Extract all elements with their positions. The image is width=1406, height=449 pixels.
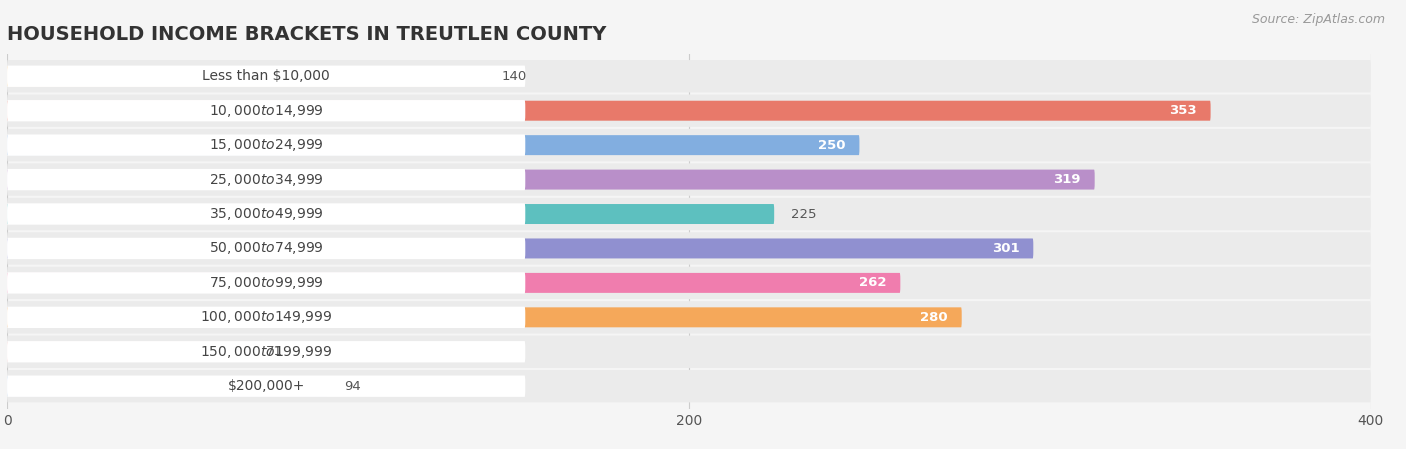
FancyBboxPatch shape xyxy=(7,342,249,362)
Text: 94: 94 xyxy=(344,380,361,393)
FancyBboxPatch shape xyxy=(7,301,1371,334)
FancyBboxPatch shape xyxy=(7,238,1033,259)
FancyBboxPatch shape xyxy=(7,198,1371,230)
Text: 225: 225 xyxy=(792,207,817,220)
Text: $10,000 to $14,999: $10,000 to $14,999 xyxy=(208,103,323,119)
FancyBboxPatch shape xyxy=(7,273,900,293)
FancyBboxPatch shape xyxy=(7,66,484,86)
FancyBboxPatch shape xyxy=(7,376,328,396)
Text: HOUSEHOLD INCOME BRACKETS IN TREUTLEN COUNTY: HOUSEHOLD INCOME BRACKETS IN TREUTLEN CO… xyxy=(7,25,606,44)
Text: Less than $10,000: Less than $10,000 xyxy=(202,69,330,83)
FancyBboxPatch shape xyxy=(7,375,526,397)
Text: $100,000 to $149,999: $100,000 to $149,999 xyxy=(200,309,332,326)
FancyBboxPatch shape xyxy=(7,163,1371,196)
FancyBboxPatch shape xyxy=(7,370,1371,402)
Text: $25,000 to $34,999: $25,000 to $34,999 xyxy=(208,172,323,188)
FancyBboxPatch shape xyxy=(7,100,526,121)
Text: $75,000 to $99,999: $75,000 to $99,999 xyxy=(208,275,323,291)
Text: 250: 250 xyxy=(818,139,846,152)
FancyBboxPatch shape xyxy=(7,204,775,224)
Text: 319: 319 xyxy=(1053,173,1081,186)
FancyBboxPatch shape xyxy=(7,308,962,327)
FancyBboxPatch shape xyxy=(7,238,526,259)
Text: 71: 71 xyxy=(266,345,283,358)
FancyBboxPatch shape xyxy=(7,272,526,294)
FancyBboxPatch shape xyxy=(7,267,1371,299)
FancyBboxPatch shape xyxy=(7,101,1211,121)
Text: $150,000 to $199,999: $150,000 to $199,999 xyxy=(200,344,332,360)
FancyBboxPatch shape xyxy=(7,341,526,362)
FancyBboxPatch shape xyxy=(7,60,1371,92)
FancyBboxPatch shape xyxy=(7,307,526,328)
Text: $15,000 to $24,999: $15,000 to $24,999 xyxy=(208,137,323,153)
Text: $200,000+: $200,000+ xyxy=(228,379,305,393)
Text: 301: 301 xyxy=(993,242,1019,255)
FancyBboxPatch shape xyxy=(7,135,859,155)
FancyBboxPatch shape xyxy=(7,232,1371,264)
FancyBboxPatch shape xyxy=(7,129,1371,161)
FancyBboxPatch shape xyxy=(7,170,1095,189)
Text: $50,000 to $74,999: $50,000 to $74,999 xyxy=(208,241,323,256)
FancyBboxPatch shape xyxy=(7,95,1371,127)
Text: 140: 140 xyxy=(502,70,527,83)
Text: Source: ZipAtlas.com: Source: ZipAtlas.com xyxy=(1251,13,1385,26)
FancyBboxPatch shape xyxy=(7,335,1371,368)
FancyBboxPatch shape xyxy=(7,203,526,224)
Text: 262: 262 xyxy=(859,277,887,290)
Text: 353: 353 xyxy=(1170,104,1197,117)
FancyBboxPatch shape xyxy=(7,66,526,87)
FancyBboxPatch shape xyxy=(7,169,526,190)
Text: 280: 280 xyxy=(921,311,948,324)
FancyBboxPatch shape xyxy=(7,134,526,156)
Text: $35,000 to $49,999: $35,000 to $49,999 xyxy=(208,206,323,222)
